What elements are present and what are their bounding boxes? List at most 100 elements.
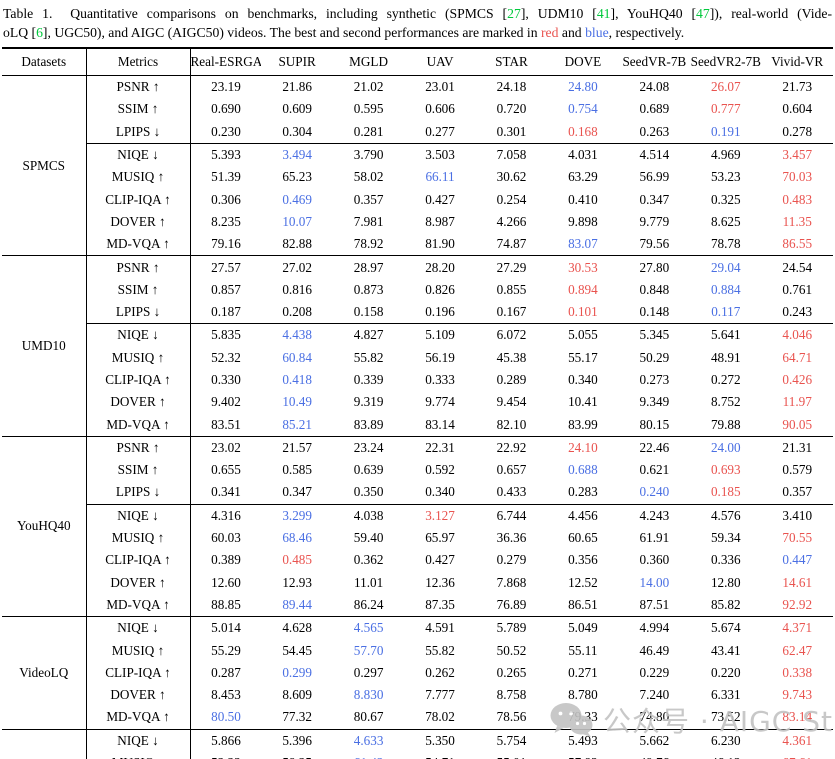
metric-row: NIQE ↓ 5.393 3.494 3.790 3.503 7.058 4.031 4.51… — [2, 142, 833, 167]
value-cell: 62.47 — [782, 642, 813, 658]
value-cell: 3.299 — [261, 503, 333, 527]
metric-label: MD-VQA ↑ — [86, 593, 191, 617]
value-cell: 87.35 — [425, 596, 455, 612]
value-cell: 66.11 — [425, 169, 455, 185]
value-cell: 55.11 — [568, 642, 598, 658]
value-cell: 5.662 — [618, 728, 691, 752]
value-cell: 0.277 — [425, 123, 455, 139]
caption-line: oLQ [6], UGC50), and AIGC (AIGC50) video… — [3, 23, 832, 42]
value-cell: 6.072 — [475, 323, 548, 347]
value-cell: 0.690 — [211, 101, 241, 117]
value-cell: 52.22 — [190, 752, 261, 759]
value-cell: 70.55 — [782, 530, 813, 546]
column-header-vivid-vr: Vivid-VR — [761, 48, 833, 76]
metric-row: LPIPS ↓ 0.341 0.347 0.350 0.340 0.433 0.283 0.2… — [2, 481, 833, 505]
value-cell: 30.62 — [496, 169, 527, 185]
value-cell: 0.273 — [639, 372, 670, 387]
value-cell: 64.71 — [782, 349, 813, 365]
metric-row: MD-VQA ↑ 80.50 77.32 80.67 78.02 78.56 79.33 74… — [2, 706, 833, 730]
value-cell: 46.12 — [690, 752, 761, 759]
value-cell: 4.591 — [404, 616, 476, 640]
paper-page: Table 1. Quantitative comparisons on ben… — [0, 4, 835, 759]
value-cell: 77.32 — [282, 709, 312, 725]
column-header-metrics: Metrics — [86, 48, 191, 76]
value-cell: 57.82 — [547, 752, 618, 759]
value-cell: 0.338 — [782, 664, 813, 680]
value-cell: 4.371 — [761, 616, 833, 640]
value-cell: 74.87 — [496, 236, 527, 252]
value-cell: 9.779 — [639, 213, 670, 229]
value-cell: 0.325 — [710, 191, 741, 207]
metric-label: SSIM ↑ — [86, 459, 191, 482]
value-cell: 23.19 — [190, 75, 262, 99]
value-cell: 11.35 — [782, 213, 812, 229]
value-cell: 12.80 — [710, 574, 741, 590]
caption-text: ], UGC50), and AIGC (AIGC50) videos. The… — [42, 25, 541, 40]
dataset-label: UMD10 — [2, 255, 87, 437]
value-cell: 0.761 — [782, 281, 813, 297]
value-cell: 65.23 — [282, 169, 312, 185]
value-cell: 8.609 — [282, 687, 312, 703]
value-cell: 0.185 — [710, 484, 741, 500]
value-cell: 12.93 — [282, 574, 312, 590]
value-cell: 88.85 — [211, 596, 241, 612]
metric-label: NIQE ↓ — [86, 142, 191, 167]
value-cell: 28.20 — [404, 255, 476, 279]
value-cell: 5.789 — [475, 616, 548, 640]
metric-row: MD-VQA ↑ 79.16 82.88 78.92 81.90 74.87 83.07 79… — [2, 233, 833, 256]
value-cell: 83.14 — [425, 416, 455, 432]
value-cell: 46.49 — [639, 642, 670, 658]
value-cell: 0.240 — [639, 484, 670, 500]
value-cell: 21.86 — [261, 75, 333, 99]
value-cell: 82.10 — [496, 416, 527, 432]
value-cell: 55.01 — [476, 752, 547, 759]
metric-label: PSNR ↑ — [86, 435, 191, 460]
value-cell: 8.987 — [425, 213, 455, 229]
value-cell: 27.02 — [261, 255, 333, 279]
metric-row: MD-VQA ↑ 83.51 85.21 83.89 83.14 82.10 83.99 80… — [2, 413, 833, 437]
value-cell: 4.628 — [261, 616, 333, 640]
value-cell: 0.592 — [425, 462, 455, 478]
value-cell: 0.350 — [353, 484, 384, 500]
value-cell: 23.24 — [332, 435, 405, 460]
value-cell: 0.657 — [496, 462, 527, 478]
value-cell: 0.229 — [639, 664, 670, 680]
value-cell: 0.330 — [211, 372, 241, 387]
value-cell: 5.835 — [190, 323, 262, 347]
value-cell: 14.61 — [782, 574, 813, 590]
value-cell: 73.52 — [710, 709, 741, 725]
value-cell: 0.117 — [711, 304, 741, 320]
value-cell: 9.349 — [639, 394, 670, 410]
value-cell: 0.158 — [353, 304, 384, 320]
value-cell: 61.91 — [639, 530, 670, 546]
value-cell: 79.33 — [568, 709, 598, 725]
value-cell: 79.88 — [710, 416, 741, 432]
metric-label: MD-VQA ↑ — [86, 706, 191, 730]
metric-label: MD-VQA ↑ — [86, 233, 191, 256]
value-cell: 0.609 — [282, 101, 312, 117]
value-cell: 78.92 — [353, 236, 384, 252]
value-cell: 0.287 — [211, 664, 241, 680]
value-cell: 0.894 — [568, 281, 598, 297]
value-cell: 51.39 — [211, 169, 241, 185]
value-cell: 0.191 — [710, 123, 741, 139]
metric-label: SSIM ↑ — [86, 278, 191, 301]
metric-row: LPIPS ↓ 0.230 0.304 0.281 0.277 0.301 0.168 0.2… — [2, 120, 833, 144]
metric-row: CLIP-IQA ↑ 0.389 0.485 0.362 0.427 0.279 0.356… — [2, 549, 833, 572]
metric-label: MUSIQ ↑ — [86, 526, 191, 550]
value-cell: 83.51 — [211, 416, 241, 432]
value-cell: 24.80 — [547, 75, 619, 99]
value-cell: 57.70 — [353, 642, 384, 658]
dataset-label: SPMCS — [2, 74, 87, 256]
metric-label: PSNR ↑ — [86, 75, 191, 99]
value-cell: 0.347 — [282, 484, 312, 500]
value-cell: 10.07 — [282, 213, 312, 229]
value-cell: 0.693 — [710, 462, 741, 478]
value-cell: 0.418 — [282, 372, 312, 387]
value-cell: 0.826 — [425, 281, 455, 297]
value-cell: 56.19 — [425, 349, 455, 365]
value-cell: 0.220 — [710, 664, 741, 680]
metric-label: LPIPS ↓ — [86, 300, 191, 324]
value-cell: 0.427 — [425, 191, 455, 207]
value-cell: 0.281 — [353, 123, 384, 139]
